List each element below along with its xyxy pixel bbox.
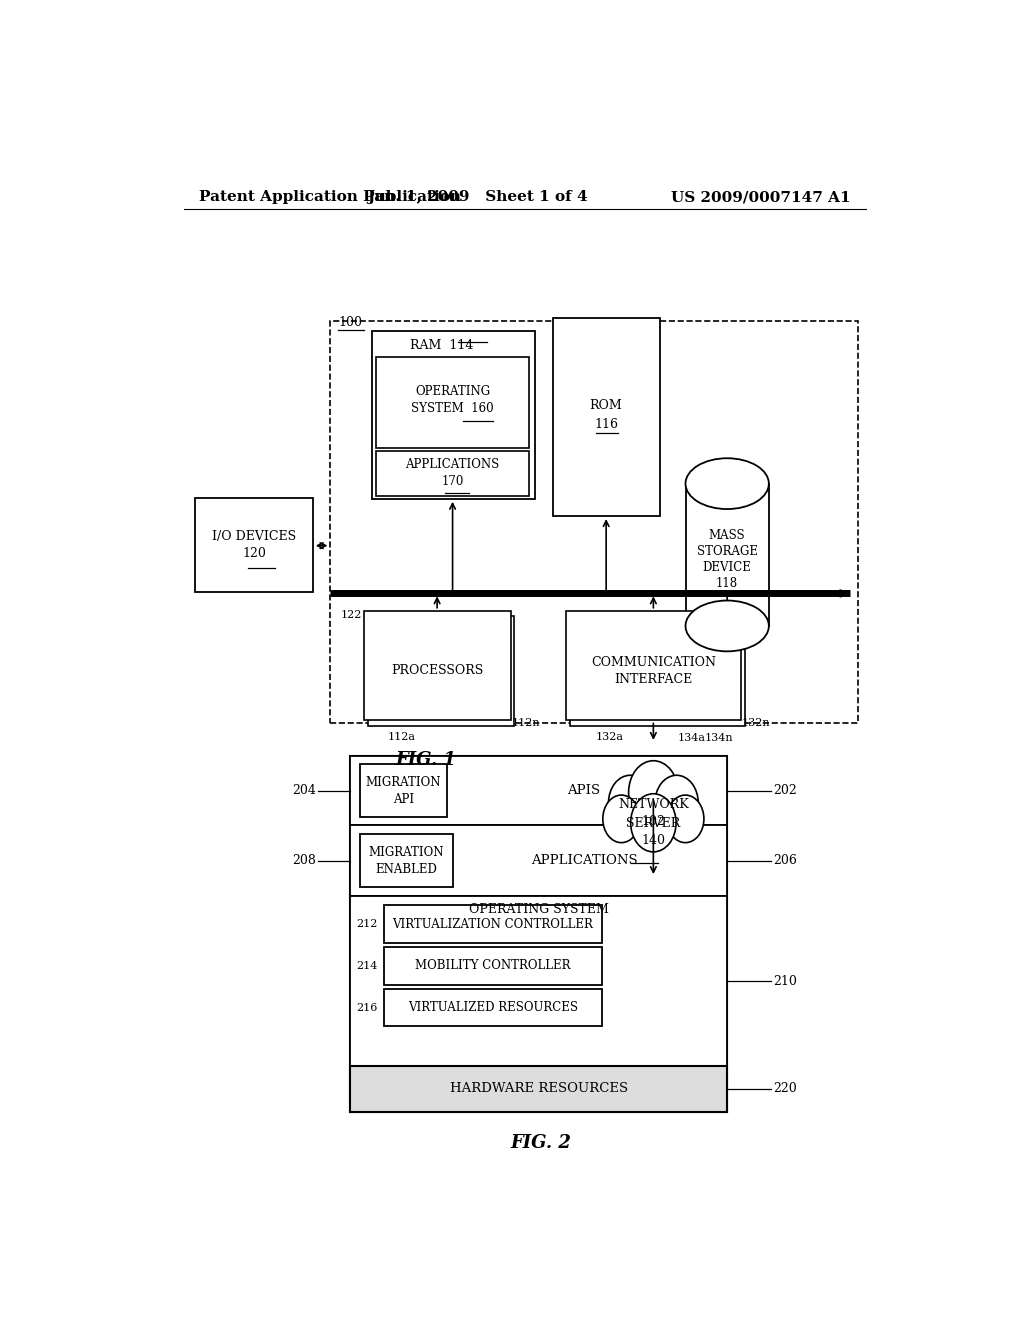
Text: US 2009/0007147 A1: US 2009/0007147 A1 [671,190,850,205]
Bar [384,948,602,985]
Text: OPERATING
SYSTEM  160: OPERATING SYSTEM 160 [412,385,494,416]
Text: 100: 100 [338,317,362,329]
Text: 122: 122 [341,610,362,619]
Text: APIS: APIS [567,784,600,797]
Text: COMMUNICATION
INTERFACE: COMMUNICATION INTERFACE [591,656,716,685]
Text: 134n: 134n [705,733,733,743]
Bar [377,356,528,447]
Text: VIRTUALIZATION CONTROLLER: VIRTUALIZATION CONTROLLER [392,917,593,931]
Text: OPERATING SYSTEM: OPERATING SYSTEM [469,903,608,916]
Bar [377,451,528,496]
Text: 210: 210 [773,974,797,987]
Text: FIG. 2: FIG. 2 [510,1134,571,1152]
Text: 202: 202 [773,784,797,797]
Bar [384,989,602,1027]
Text: 212: 212 [355,919,377,929]
Bar [359,834,454,887]
Text: Jan. 1, 2009   Sheet 1 of 4: Jan. 1, 2009 Sheet 1 of 4 [367,190,588,205]
Text: PROCESSORS: PROCESSORS [391,664,483,677]
Circle shape [655,775,698,830]
Bar [196,498,313,593]
Text: MASS
STORAGE
DEVICE
118: MASS STORAGE DEVICE 118 [696,529,758,590]
Bar [350,896,727,1067]
Text: APPLICATIONS
170: APPLICATIONS 170 [406,458,500,488]
Bar [598,799,709,865]
Text: 112a: 112a [388,731,416,742]
Text: VIRTUALIZED RESOURCES: VIRTUALIZED RESOURCES [408,1001,578,1014]
Text: 204: 204 [292,784,316,797]
Bar [553,318,659,516]
Bar [364,611,511,721]
Circle shape [631,793,676,851]
Bar [350,756,727,1111]
Bar [685,483,769,626]
Bar [570,615,744,726]
Text: I/O DEVICES
120: I/O DEVICES 120 [212,529,296,560]
Circle shape [629,760,678,824]
Bar [350,825,727,896]
Text: 132n: 132n [741,718,770,729]
Text: FIG. 1: FIG. 1 [395,751,456,770]
Ellipse shape [685,601,769,651]
Text: 208: 208 [292,854,316,867]
Text: ROM
116: ROM 116 [590,399,623,430]
Text: 134a: 134a [677,733,706,743]
Bar [373,331,536,499]
Circle shape [603,795,640,842]
Text: 216: 216 [355,1003,377,1012]
Text: 206: 206 [773,854,797,867]
Text: RAM  114: RAM 114 [410,339,473,352]
Text: MOBILITY CONTROLLER: MOBILITY CONTROLLER [415,960,570,973]
Text: APPLICATIONS: APPLICATIONS [530,854,637,867]
Circle shape [608,775,652,830]
Bar [331,321,858,722]
Text: Patent Application Publication: Patent Application Publication [200,190,462,205]
Bar [384,906,602,942]
Text: HARDWARE RESOURCES: HARDWARE RESOURCES [450,1082,628,1096]
Text: NETWORK
102: NETWORK 102 [618,799,689,828]
Text: SERVER
140: SERVER 140 [627,817,681,846]
Bar [350,1067,727,1111]
Circle shape [667,795,703,842]
Bar [566,611,740,721]
Bar [368,615,514,726]
Text: MIGRATION
ENABLED: MIGRATION ENABLED [369,846,444,875]
Bar [359,764,447,817]
Text: 214: 214 [355,961,377,972]
Text: MIGRATION
API: MIGRATION API [366,776,441,805]
Text: 112n: 112n [511,718,540,729]
Bar [350,756,727,825]
Text: 220: 220 [773,1082,797,1096]
Ellipse shape [685,458,769,510]
Text: 132a: 132a [596,731,624,742]
